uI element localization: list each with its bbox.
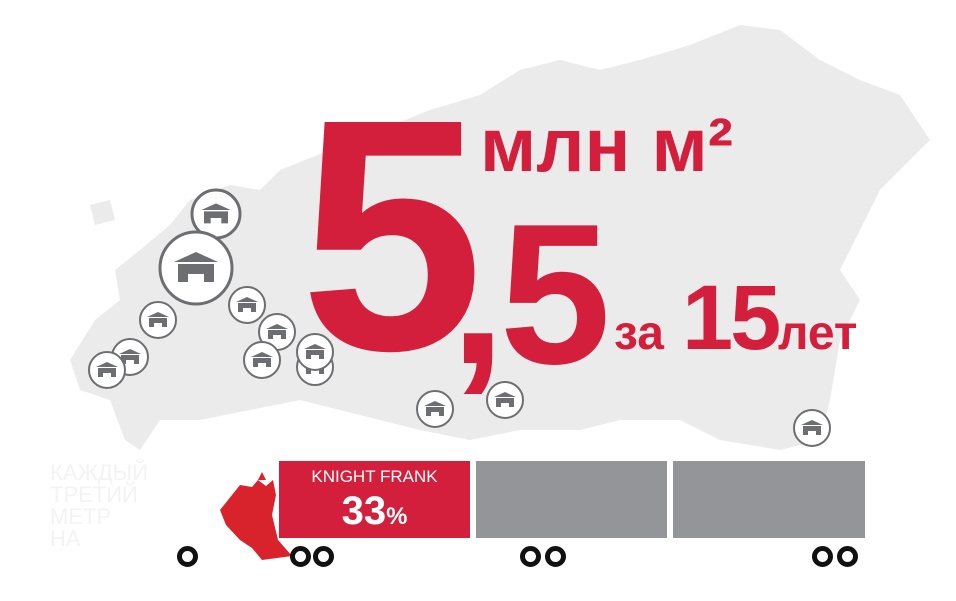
- warehouse-icon: [416, 390, 454, 428]
- caption-line: НА: [50, 526, 81, 551]
- warehouse-icon: [793, 409, 831, 447]
- wheel: [837, 546, 858, 567]
- warehouse-icon: [228, 286, 266, 324]
- wheel: [313, 546, 334, 567]
- warehouse-icon: [258, 313, 296, 351]
- warehouse-icon: [486, 381, 524, 419]
- double-headed-eagle-icon: [220, 472, 292, 560]
- headline-decimal: ,5: [450, 183, 611, 406]
- headline-big-digit: 5: [300, 50, 484, 419]
- warehouse-icon: [158, 230, 234, 306]
- warehouse-icon: [139, 301, 177, 339]
- share-number: 33: [341, 489, 387, 533]
- truck-segment-knight-frank: KNIGHT FRANK 33%: [279, 461, 470, 538]
- headline-years-word: лет: [778, 307, 858, 360]
- share-value: 33%: [279, 489, 470, 534]
- caption-line: МЕТР: [50, 504, 112, 529]
- wheel: [812, 546, 833, 567]
- warehouse-icon: [296, 333, 334, 371]
- warehouse-markers: [88, 188, 831, 447]
- company-label: KNIGHT FRANK: [311, 467, 438, 486]
- caption-line: ТРЕТИЙ: [50, 482, 138, 507]
- wheel: [520, 546, 541, 567]
- map-island: [90, 200, 115, 225]
- share-unit: %: [386, 503, 408, 530]
- wheel: [177, 546, 198, 567]
- wheel: [545, 546, 566, 567]
- headline-za: за: [614, 307, 664, 360]
- wheel: [290, 546, 311, 567]
- warehouse-icon: [190, 188, 242, 240]
- warehouse-icon: [88, 351, 126, 389]
- caption-line: КАЖДЫЙ: [50, 460, 148, 485]
- faded-caption: КАЖДЫЙ ТРЕТИЙ МЕТР НА: [50, 462, 170, 550]
- headline-unit: млн м²: [480, 103, 734, 188]
- truck-segment-others-2: [673, 461, 865, 538]
- truck-segment-others-1: [476, 461, 667, 538]
- warehouse-icon: [243, 341, 281, 379]
- headline-years-number: 15: [682, 267, 781, 369]
